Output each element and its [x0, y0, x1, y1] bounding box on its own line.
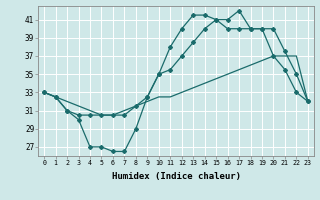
X-axis label: Humidex (Indice chaleur): Humidex (Indice chaleur)	[111, 172, 241, 181]
